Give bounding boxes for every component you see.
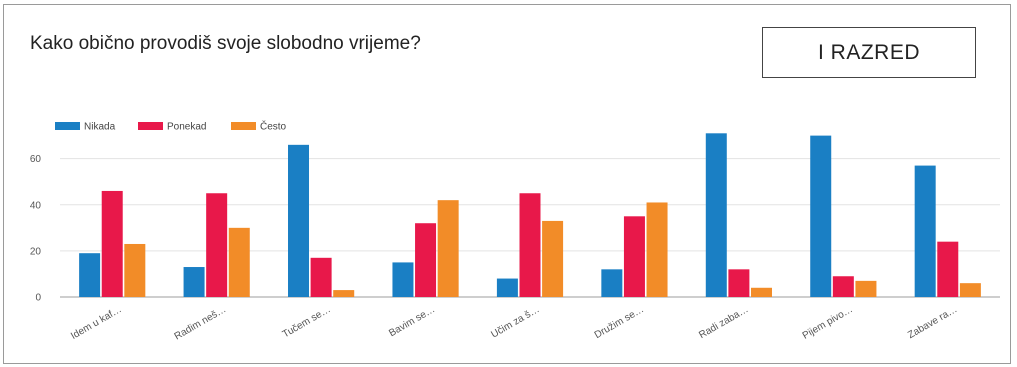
bar--esto-2 [333, 290, 355, 297]
bar--esto-1 [228, 227, 250, 297]
x-tick-label: Radi zaba… [697, 304, 750, 341]
chart-title: Kako obično provodiš svoje slobodno vrij… [30, 33, 421, 54]
bar--esto-5 [646, 202, 668, 297]
bar--esto-7 [855, 280, 877, 297]
legend-label: Nikada [84, 122, 116, 133]
bar-ponekad-4 [519, 193, 541, 297]
bar--esto-0 [124, 243, 146, 297]
legend-label: Često [260, 120, 287, 133]
y-tick-label: 40 [30, 200, 42, 211]
x-tick-label: Radim neš… [173, 304, 229, 342]
class-badge: I RAZRED [762, 27, 976, 78]
y-tick-label: 0 [35, 293, 41, 304]
bar-ponekad-5 [623, 216, 645, 297]
legend-swatch [55, 122, 80, 130]
bar--esto-6 [750, 287, 772, 297]
bar--esto-3 [437, 200, 459, 297]
bar-nikada-4 [496, 278, 518, 297]
bar-nikada-6 [705, 133, 727, 297]
bar-ponekad-1 [206, 193, 228, 297]
bar-ponekad-2 [310, 257, 332, 297]
bar-nikada-1 [183, 267, 205, 297]
bar-ponekad-3 [415, 223, 437, 297]
bar-ponekad-6 [728, 269, 750, 297]
bar-nikada-2 [288, 144, 310, 297]
chart-frame [3, 4, 1011, 364]
bar-nikada-8 [914, 165, 936, 297]
y-tick-label: 60 [30, 154, 42, 165]
bar--esto-4 [542, 220, 564, 297]
bar-nikada-0 [79, 253, 101, 297]
legend-label: Ponekad [167, 122, 206, 133]
x-tick-label: Družim se… [593, 304, 646, 341]
bar-nikada-3 [392, 262, 414, 297]
bar-ponekad-8 [937, 241, 959, 297]
bar-ponekad-7 [832, 276, 854, 297]
x-tick-label: Pijem pivo… [801, 304, 855, 342]
x-tick-label: Tučem se… [281, 304, 333, 340]
legend-swatch [138, 122, 163, 130]
x-tick-label: Zabave ra… [906, 304, 959, 341]
bar-nikada-7 [810, 135, 832, 297]
bar-nikada-5 [601, 269, 623, 297]
x-tick-label: Učim za š… [489, 304, 541, 340]
legend-swatch [231, 122, 256, 130]
bar-ponekad-0 [101, 190, 123, 297]
bar--esto-8 [959, 283, 981, 297]
x-tick-label: Idem u kaf… [69, 304, 124, 342]
x-tick-label: Bavim se… [387, 304, 437, 339]
y-tick-label: 20 [30, 246, 42, 257]
